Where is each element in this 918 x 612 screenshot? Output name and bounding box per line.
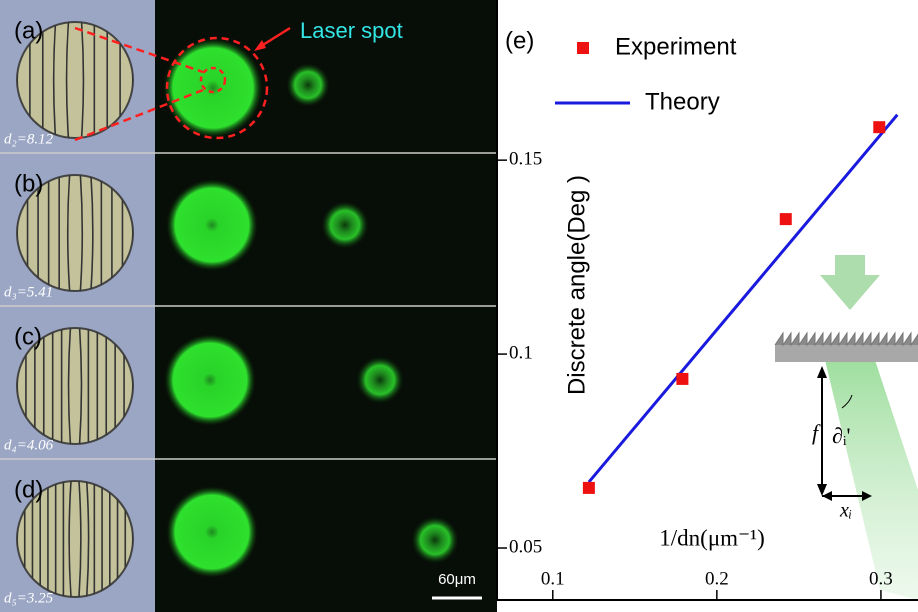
panel-label: (e) (505, 27, 534, 54)
inset-label: ∂ᵢ' (832, 423, 850, 448)
panel-label: (b) (14, 170, 43, 197)
panel-label: (c) (14, 323, 42, 350)
panel-label: (a) (14, 17, 43, 44)
x-axis-label: 1/dn(μm⁻¹) (659, 525, 764, 550)
beam-spot (166, 179, 258, 271)
inset-label: xᵢ (839, 500, 852, 522)
point (873, 121, 885, 133)
panel-note: d₂=8.12 (4, 131, 54, 147)
panel-note: d₄=4.06 (4, 437, 54, 453)
figure: (a) d₂=8.12 (b) d₃=5.41 (c) d₄=4.06 (d) d₅=3.25… (0, 0, 918, 612)
beam-spot (321, 201, 369, 249)
legend-label: Experiment (615, 33, 737, 60)
x-tick-label: 0.3 (869, 568, 893, 589)
micrographs: (a) d₂=8.12 (b) d₃=5.41 (c) d₄=4.06 (d) d₅=3.25… (0, 0, 497, 612)
y-tick-label: 0.05 (509, 536, 542, 557)
x-tick-label: 0.1 (541, 568, 565, 589)
x-tick-label: 0.2 (705, 568, 729, 589)
beam-spot (166, 486, 258, 578)
point (676, 373, 688, 385)
point (583, 482, 595, 494)
beam-spot (163, 38, 263, 138)
legend-marker (577, 42, 589, 54)
y-tick-label: 0.15 (509, 149, 542, 170)
panel-label: (d) (14, 476, 43, 503)
annotation: Laser spot (300, 18, 403, 43)
point (780, 213, 792, 225)
panel-note: d₅=3.25 (4, 590, 54, 606)
panel-note: d₃=5.41 (4, 284, 53, 300)
beam-spot (356, 356, 404, 404)
beam-spot (286, 63, 330, 107)
legend-label: Theory (645, 88, 720, 115)
beam-spot (164, 334, 256, 426)
scale-label: 60μm (438, 571, 476, 588)
beam-spot (411, 516, 459, 564)
y-tick-label: 0.1 (509, 342, 533, 363)
y-axis-label: Discrete angle(Deg ) (563, 175, 590, 395)
